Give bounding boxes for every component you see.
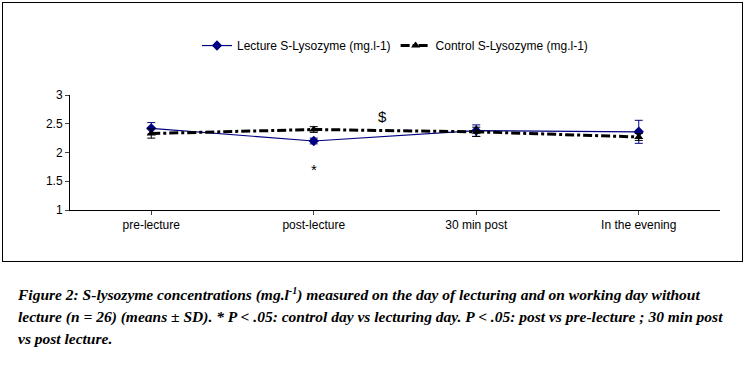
svg-text:$: $ [378, 108, 387, 125]
html-text:Figure 2: S-lysozyme concentra: Figure 2: S-lysozyme concentrations (mg.… [18, 285, 723, 348]
svg-text:2.5: 2.5 [46, 117, 63, 131]
svg-text:3: 3 [56, 88, 63, 102]
svg-text:In the evening: In the evening [601, 218, 676, 232]
svg-text:pre-lecture: pre-lecture [123, 218, 181, 232]
svg-text:1: 1 [56, 203, 63, 217]
svg-text:2: 2 [56, 146, 63, 160]
svg-text:Lecture S-Lysozyme (mg.l-1): Lecture S-Lysozyme (mg.l-1) [237, 39, 391, 53]
svg-text:30 min post: 30 min post [445, 218, 508, 232]
svg-text:1.5: 1.5 [46, 174, 63, 188]
svg-text:*: * [311, 161, 317, 178]
svg-text:Control S-Lysozyme (mg.l-1): Control S-Lysozyme (mg.l-1) [436, 39, 588, 53]
svg-text:post-lecture: post-lecture [282, 218, 345, 232]
